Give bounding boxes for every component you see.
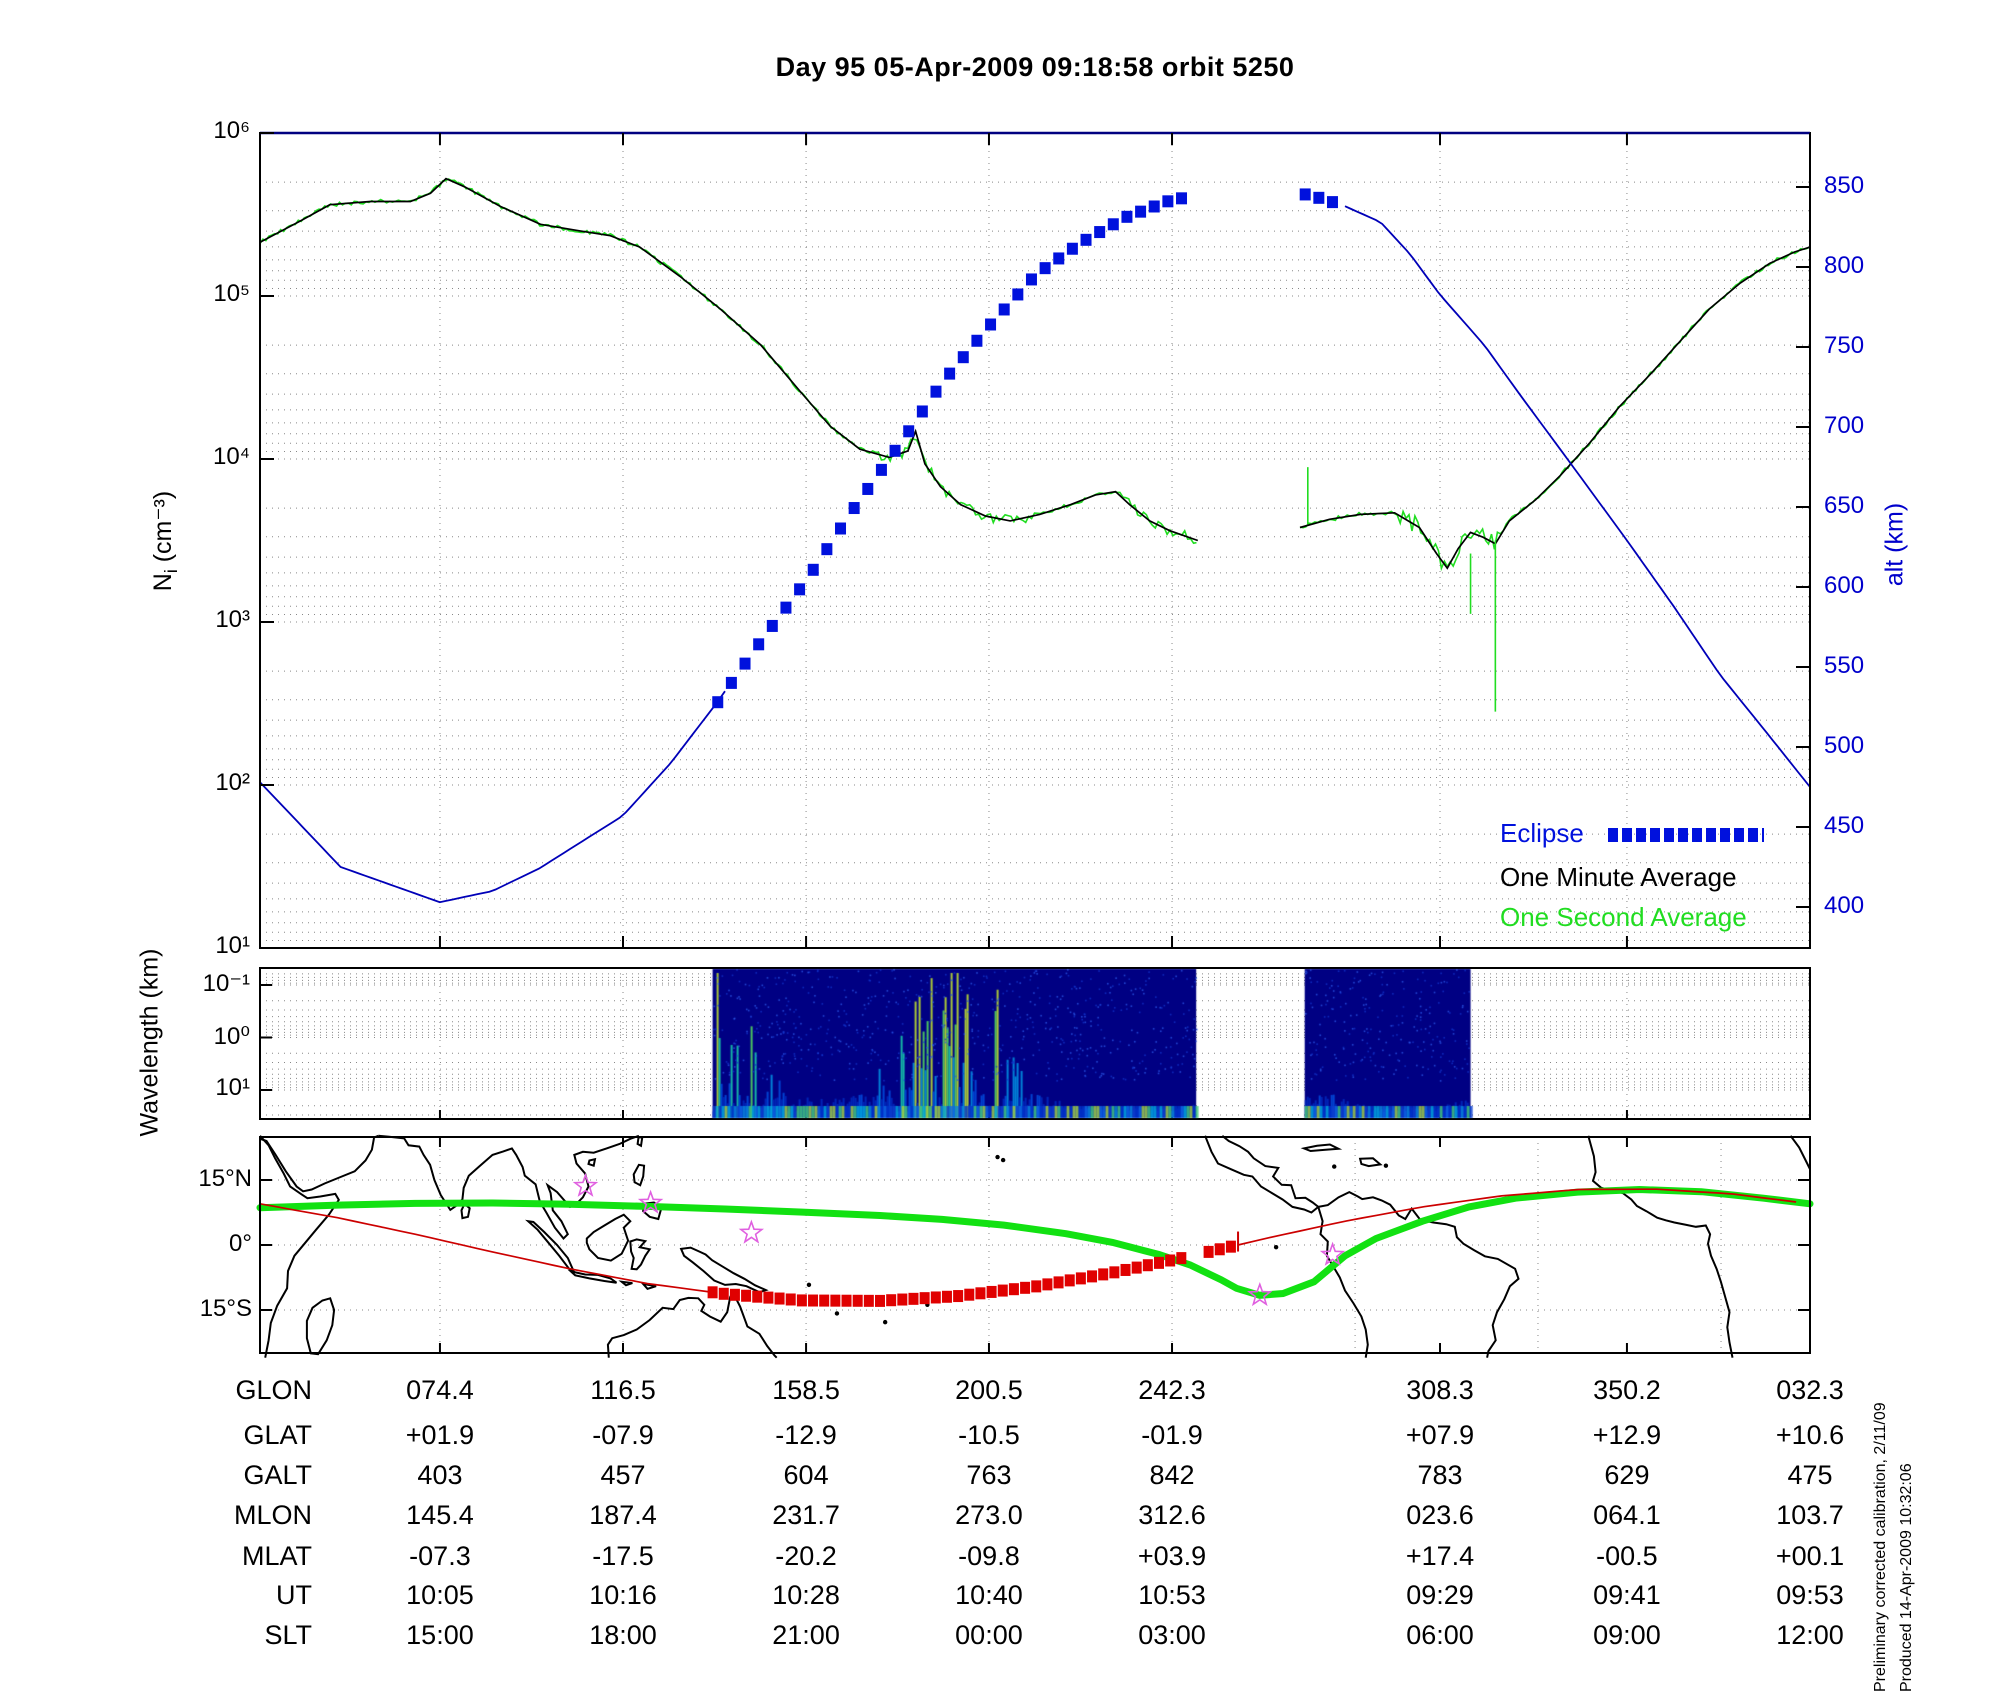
table-cell: -00.5 (1596, 1541, 1658, 1571)
table-cell: +07.9 (1405, 1420, 1475, 1450)
table-cell: 10:40 (955, 1580, 1023, 1610)
y-tick-label-left: 10³ (215, 606, 250, 633)
table-cell: 09:41 (1593, 1580, 1661, 1610)
produced-note: Produced 14-Apr-2009 10:32:06 (1898, 1463, 1915, 1692)
table-row-label: SLT (264, 1620, 312, 1650)
table-cell: -17.5 (592, 1541, 654, 1571)
table-cell: 12:00 (1776, 1620, 1844, 1650)
y-tick-label-right: 800 (1824, 252, 1865, 279)
wavelength-tick-label: 10⁻¹ (202, 970, 250, 997)
table-cell: 145.4 (406, 1500, 474, 1530)
table-cell: 09:53 (1776, 1580, 1844, 1610)
table-row-label: MLON (233, 1500, 312, 1530)
table-cell: 842 (1149, 1460, 1195, 1490)
y-tick-label-right: 650 (1824, 492, 1865, 519)
table-cell: 783 (1417, 1460, 1463, 1490)
table-cell: -01.9 (1141, 1420, 1203, 1450)
y-tick-label-left: 10⁴ (212, 443, 250, 470)
table-cell: 187.4 (589, 1500, 657, 1530)
table-cell: 10:05 (406, 1580, 474, 1610)
table-cell: 242.3 (1138, 1375, 1206, 1405)
y-tick-label-left: 10⁶ (213, 117, 250, 144)
table-row-label: UT (276, 1580, 312, 1610)
table-cell: 763 (966, 1460, 1012, 1490)
table-cell: 023.6 (1406, 1500, 1474, 1530)
calibration-note: Preliminary corrected calibration, 2/11/… (1872, 1402, 1889, 1692)
y-tick-label-right: 400 (1824, 892, 1865, 919)
wavelength-tick-label: 10¹ (215, 1074, 250, 1101)
table-row-label: GLON (235, 1375, 312, 1405)
table-cell: 15:00 (406, 1620, 474, 1650)
table-cell: 629 (1604, 1460, 1650, 1490)
y-tick-label-right: 600 (1824, 572, 1865, 599)
table-cell: 00:00 (955, 1620, 1023, 1650)
y-tick-label-right: 750 (1824, 332, 1865, 359)
table-cell: 604 (783, 1460, 829, 1490)
table-row-label: GALT (243, 1460, 312, 1490)
table-cell: 09:00 (1593, 1620, 1661, 1650)
y-tick-label-right: 450 (1824, 812, 1865, 839)
latitude-label: 0° (229, 1230, 252, 1257)
table-cell: 308.3 (1406, 1375, 1474, 1405)
y-tick-label-right: 550 (1824, 652, 1865, 679)
table-cell: 10:16 (589, 1580, 657, 1610)
table-cell: 18:00 (589, 1620, 657, 1650)
legend-eclipse-marker (1608, 828, 1764, 842)
y-tick-label-right: 700 (1824, 412, 1865, 439)
legend-eclipse-label: Eclipse (1500, 818, 1584, 848)
table-cell: 116.5 (590, 1375, 656, 1405)
table-cell: +01.9 (405, 1420, 475, 1450)
panel1-right-axis-label: alt (km) (1880, 502, 1909, 587)
table-cell: 21:00 (772, 1620, 840, 1650)
latitude-label: 15°N (198, 1165, 252, 1192)
legend-one-minute-label: One Minute Average (1500, 862, 1737, 892)
table-cell: 158.5 (772, 1375, 840, 1405)
table-cell: +03.9 (1137, 1541, 1207, 1571)
table-cell: 350.2 (1593, 1375, 1661, 1405)
legend-one-second-label: One Second Average (1500, 902, 1747, 932)
wavelength-tick-label: 10⁰ (213, 1022, 250, 1050)
table-cell: 10:53 (1138, 1580, 1206, 1610)
table-cell: 231.7 (772, 1500, 840, 1530)
table-cell: 09:29 (1406, 1580, 1474, 1610)
table-cell: 475 (1787, 1460, 1833, 1490)
table-cell: +12.9 (1592, 1420, 1662, 1450)
table-cell: 064.1 (1593, 1500, 1661, 1530)
table-cell: -12.9 (775, 1420, 837, 1450)
table-cell: 074.4 (406, 1375, 474, 1405)
y-tick-label-right: 850 (1824, 172, 1865, 199)
table-cell: -09.8 (958, 1541, 1020, 1571)
table-cell: 312.6 (1138, 1500, 1206, 1530)
table-cell: 457 (600, 1460, 646, 1490)
y-tick-label-left: 10¹ (215, 932, 250, 959)
latitude-label: 15°S (199, 1295, 252, 1322)
table-cell: -10.5 (958, 1420, 1020, 1450)
table-cell: 03:00 (1138, 1620, 1206, 1650)
table-cell: +10.6 (1775, 1420, 1845, 1450)
table-cell: 103.7 (1776, 1500, 1844, 1530)
table-cell: -20.2 (775, 1541, 837, 1571)
table-cell: 06:00 (1406, 1620, 1474, 1650)
table-cell: +00.1 (1775, 1541, 1845, 1571)
table-cell: 403 (417, 1460, 463, 1490)
table-row-label: GLAT (243, 1420, 312, 1450)
table-cell: -07.9 (592, 1420, 654, 1450)
table-cell: 032.3 (1776, 1375, 1844, 1405)
table-cell: 273.0 (955, 1500, 1023, 1530)
y-tick-label-right: 500 (1824, 732, 1865, 759)
table-cell: -07.3 (409, 1541, 471, 1571)
y-tick-label-left: 10⁵ (213, 280, 250, 307)
table-cell: +17.4 (1405, 1541, 1475, 1571)
y-tick-label-left: 10² (215, 769, 250, 796)
table-cell: 10:28 (772, 1580, 840, 1610)
table-row-label: MLAT (241, 1541, 312, 1571)
table-cell: 200.5 (955, 1375, 1023, 1405)
